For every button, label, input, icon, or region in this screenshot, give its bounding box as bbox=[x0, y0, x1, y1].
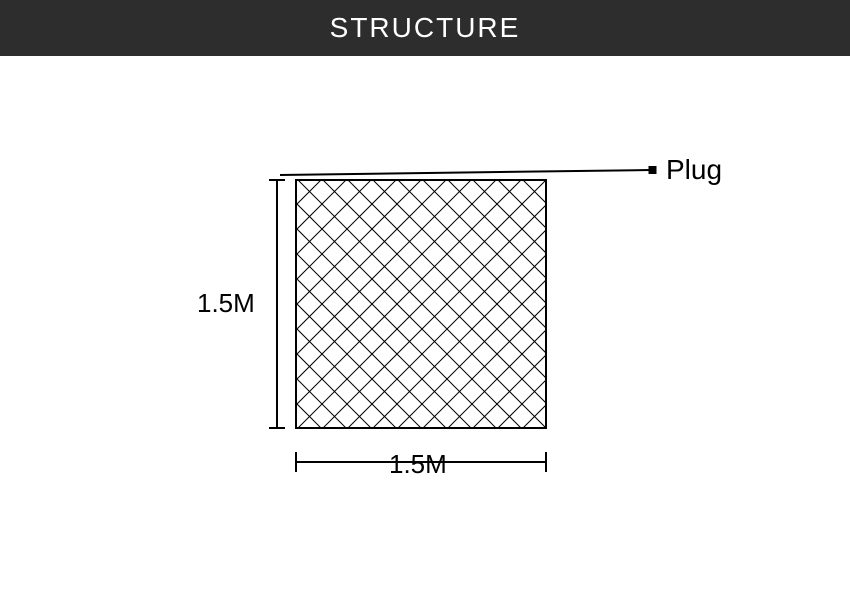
diagram-svg bbox=[0, 56, 850, 607]
width-dimension-label: 1.5M bbox=[389, 449, 447, 480]
plug-label: Plug bbox=[666, 154, 722, 186]
header-title: STRUCTURE bbox=[330, 12, 521, 44]
height-dimension-label: 1.5M bbox=[197, 288, 255, 319]
header-bar: STRUCTURE bbox=[0, 0, 850, 56]
structure-diagram: 1.5M 1.5M Plug bbox=[0, 56, 850, 607]
